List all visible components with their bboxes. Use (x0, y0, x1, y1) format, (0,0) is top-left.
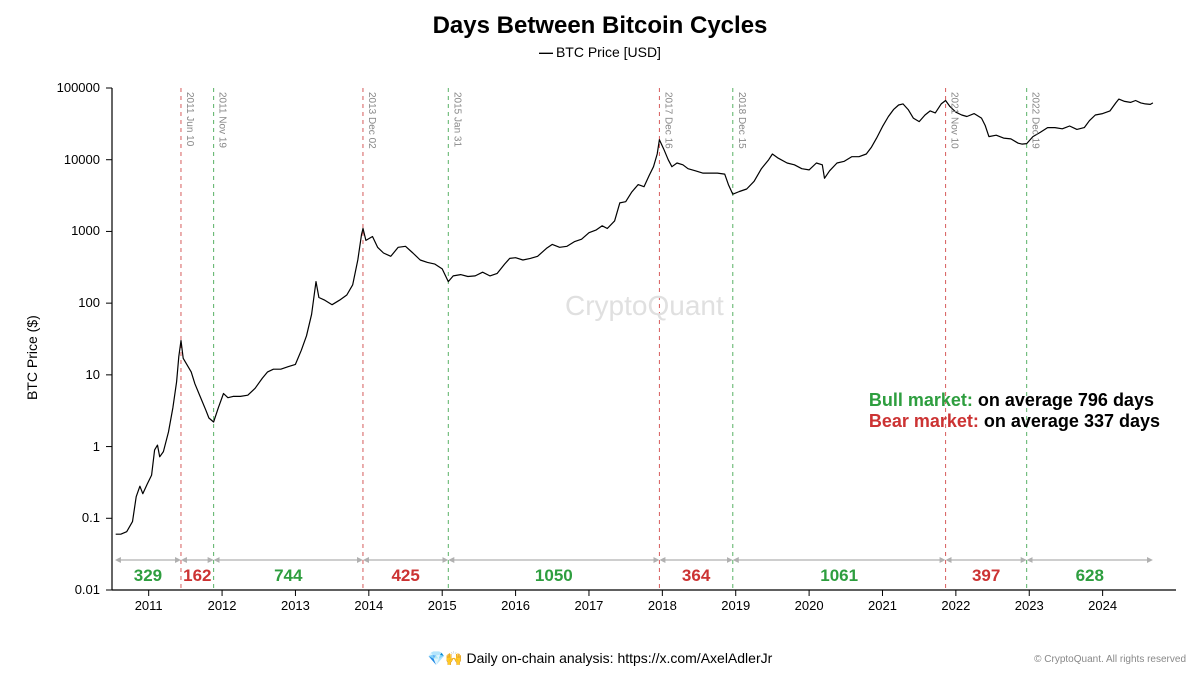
x-tick-label: 2014 (354, 598, 383, 613)
bull-summary: Bull market: on average 796 days (869, 390, 1160, 411)
cycle-days-label: 425 (391, 566, 419, 586)
y-tick-label: 0.01 (0, 582, 100, 597)
y-tick-label: 10 (0, 367, 100, 382)
cycle-days-label: 329 (134, 566, 162, 586)
cycle-days-label: 162 (183, 566, 211, 586)
marker-date-label: 2022 Dec 19 (1030, 92, 1041, 149)
marker-date-label: 2017 Dec 16 (662, 92, 673, 149)
bear-summary: Bear market: on average 337 days (869, 411, 1160, 432)
x-tick-label: 2015 (428, 598, 457, 613)
chart-plot (0, 0, 1200, 675)
y-tick-label: 0.1 (0, 510, 100, 525)
x-tick-label: 2019 (721, 598, 750, 613)
summary-block: Bull market: on average 796 days Bear ma… (869, 390, 1160, 432)
x-tick-label: 2011 (135, 598, 163, 613)
x-tick-label: 2016 (501, 598, 530, 613)
footer-text: Daily on-chain analysis: https://x.com/A… (463, 650, 773, 666)
y-tick-label: 1000 (0, 223, 100, 238)
marker-date-label: 2011 Jun 10 (184, 92, 195, 146)
bear-value: on average 337 days (979, 411, 1160, 431)
marker-date-label: 2021 Nov 10 (949, 92, 960, 149)
x-tick-label: 2020 (795, 598, 824, 613)
cycle-days-label: 397 (972, 566, 1000, 586)
x-tick-label: 2022 (941, 598, 970, 613)
x-tick-label: 2012 (208, 598, 237, 613)
copyright: © CryptoQuant. All rights reserved (1034, 654, 1186, 665)
marker-date-label: 2018 Dec 15 (736, 92, 747, 149)
gem-icon: 💎🙌 (428, 650, 463, 666)
y-tick-label: 10000 (0, 152, 100, 167)
cycle-days-label: 364 (682, 566, 710, 586)
cycle-days-label: 744 (274, 566, 302, 586)
marker-date-label: 2015 Jan 31 (451, 92, 462, 147)
y-tick-label: 100 (0, 295, 100, 310)
x-tick-label: 2024 (1088, 598, 1117, 613)
x-tick-label: 2021 (868, 598, 897, 613)
footer: 💎🙌 Daily on-chain analysis: https://x.co… (0, 650, 1200, 667)
marker-date-label: 2013 Dec 02 (366, 92, 377, 149)
x-tick-label: 2017 (574, 598, 603, 613)
x-tick-label: 2013 (281, 598, 310, 613)
marker-date-label: 2011 Nov 19 (217, 92, 228, 148)
y-tick-label: 100000 (0, 80, 100, 95)
x-tick-label: 2018 (648, 598, 677, 613)
bull-label: Bull market: (869, 390, 973, 410)
cycle-days-label: 628 (1076, 566, 1104, 586)
cycle-days-label: 1050 (535, 566, 573, 586)
watermark: CryptoQuant (565, 290, 724, 322)
cycle-days-label: 1061 (820, 566, 858, 586)
y-tick-label: 1 (0, 439, 100, 454)
x-tick-label: 2023 (1015, 598, 1044, 613)
bear-label: Bear market: (869, 411, 979, 431)
bull-value: on average 796 days (973, 390, 1154, 410)
